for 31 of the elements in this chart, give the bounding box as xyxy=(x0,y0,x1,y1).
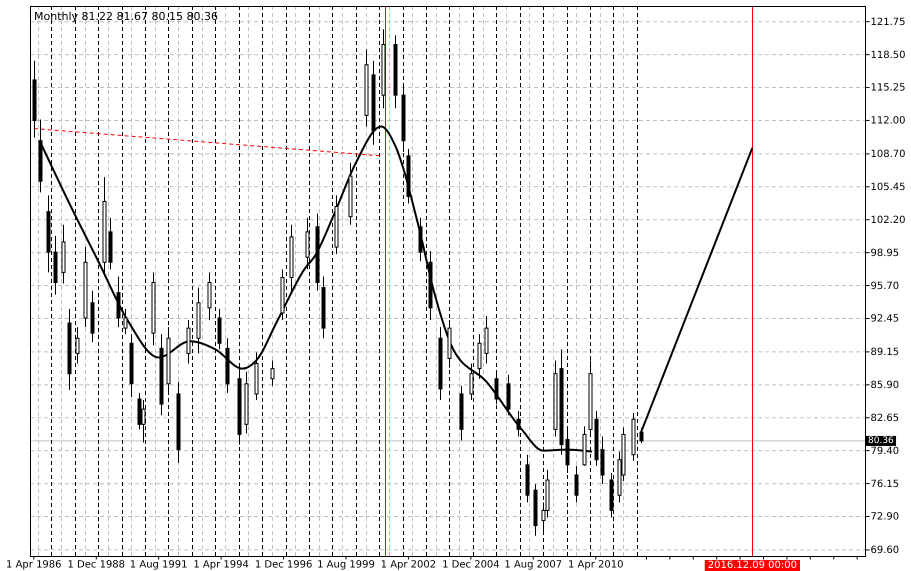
y-tick-label: 69.60 xyxy=(870,545,900,556)
y-tick-label: 79.40 xyxy=(870,446,900,457)
y-tick-label: 108.70 xyxy=(870,149,906,160)
y-tick-label: 72.90 xyxy=(870,512,900,523)
y-tick-label: 118.50 xyxy=(870,50,906,61)
y-tick-label: 121.75 xyxy=(870,16,906,28)
x-tick-label: 1 Apr 2010 xyxy=(568,560,624,570)
y-tick-label: 76.15 xyxy=(870,478,900,490)
x-tick-label: 1 Apr 1994 xyxy=(193,560,249,570)
x-tick-label: 1 Aug 2007 xyxy=(504,560,562,570)
y-tick-label: 105.45 xyxy=(870,182,906,193)
x-tick-label: 1 Aug 1999 xyxy=(317,560,375,570)
x-tick-label: 1 Apr 2002 xyxy=(380,560,436,570)
x-tick-label: 1 Dec 1996 xyxy=(254,560,312,570)
ref-line-label: 80.36 xyxy=(868,436,894,446)
x-tick-label: 1 Dec 2004 xyxy=(442,560,500,570)
y-tick-label: 95.70 xyxy=(870,280,900,292)
x-tick-label: 1 Aug 1991 xyxy=(130,560,188,570)
candlestick xyxy=(270,360,274,386)
y-tick-label: 112.00 xyxy=(870,116,906,127)
y-tick-label: 82.65 xyxy=(870,412,900,424)
y-tick-label: 92.45 xyxy=(870,314,900,325)
ref-line-label: 2016.12.09 00:00 xyxy=(708,560,798,571)
candlestick xyxy=(574,465,578,503)
x-tick-label: 1 Dec 1988 xyxy=(68,560,126,570)
y-tick-label: 89.15 xyxy=(870,347,900,358)
x-tick-label: 1 Apr 1986 xyxy=(6,560,62,570)
y-tick-label: 115.25 xyxy=(870,82,906,94)
y-tick-label: 102.20 xyxy=(870,214,906,226)
y-tick-label: 98.95 xyxy=(870,248,900,259)
y-tick-label: 85.90 xyxy=(870,380,900,392)
